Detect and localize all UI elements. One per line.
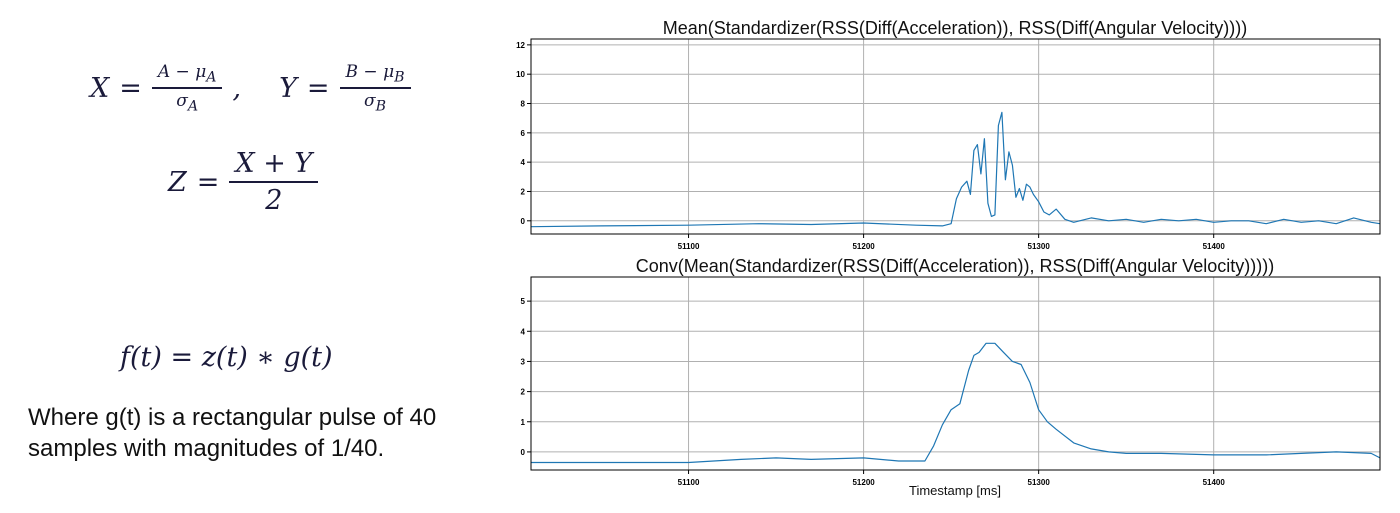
y-fraction: B − μB σB xyxy=(339,62,411,115)
chart-1-ytick-label-4: 8 xyxy=(521,100,526,109)
y-denominator: σB xyxy=(364,91,387,115)
x-fraction: A − μA σA xyxy=(151,62,223,115)
chart-2-ytick-label-0: 0 xyxy=(521,448,526,457)
chart-2-ytick-label-1: 1 xyxy=(521,418,526,427)
chart-2-xtick-label-2: 51300 xyxy=(1028,478,1051,487)
chart-1-ytick-label-6: 12 xyxy=(516,41,525,50)
chart-2-title: Conv(Mean(Standardizer(RSS(Diff(Accelera… xyxy=(635,256,1275,276)
chart-1-ytick-label-2: 4 xyxy=(521,158,526,167)
z-equation: Z = X + Y 2 xyxy=(168,148,319,216)
z-fraction: X + Y 2 xyxy=(229,148,319,216)
chart-2-ytick-label-2: 2 xyxy=(521,388,526,397)
z-denominator: 2 xyxy=(265,185,283,216)
chart-1-xtick-label-2: 51300 xyxy=(1028,242,1051,251)
chart-1-ytick-label-5: 10 xyxy=(516,70,525,79)
chart-1-ytick-label-0: 0 xyxy=(521,217,526,226)
x-lhs: X xyxy=(90,72,110,104)
chart-1-plot-frame xyxy=(530,38,1381,235)
chart-2-xlabel: Timestamp [ms] xyxy=(909,483,1001,498)
pulse-note: Where g(t) is a rectangular pulse of 40 … xyxy=(28,404,437,462)
chart-2-xtick-label-0: 51100 xyxy=(678,478,700,487)
chart-1-xtick-label-1: 51200 xyxy=(852,242,875,251)
z-lhs: Z xyxy=(168,166,187,198)
xy-equations: X = A − μA σA , Y = B − μB σB xyxy=(90,62,411,115)
equals-sign-2: = xyxy=(306,72,330,104)
comma: , xyxy=(232,72,242,104)
chart-1-ytick-label-1: 2 xyxy=(521,187,526,196)
chart-1-title: Mean(Standardizer(RSS(Diff(Acceleration)… xyxy=(662,18,1248,38)
chart-1-series-line xyxy=(530,111,1381,228)
chart-1-xtick-label-0: 51100 xyxy=(678,242,700,251)
chart-1-xtick-label-3: 51400 xyxy=(1203,242,1226,251)
chart-2-series-line xyxy=(531,342,1381,464)
chart-2-ytick-label-5: 5 xyxy=(521,297,526,306)
y-lhs: Y xyxy=(279,72,297,104)
z-numerator: X + Y xyxy=(229,148,319,183)
chart-2-ytick-label-4: 4 xyxy=(521,327,526,336)
y-numerator: B − μB xyxy=(339,62,411,90)
equals-sign: = xyxy=(119,72,142,104)
equals-sign-3: = xyxy=(196,166,220,198)
chart-2-xtick-label-3: 51400 xyxy=(1203,478,1226,487)
convolution-equation: f(t) = z(t) ∗ g(t) xyxy=(120,342,333,373)
chart-2-plot-frame xyxy=(530,276,1381,471)
chart-1-ytick-label-3: 6 xyxy=(521,129,526,138)
chart-2-xtick-label-1: 51200 xyxy=(852,478,875,487)
x-numerator: A − μA xyxy=(151,62,223,90)
x-denominator: σA xyxy=(176,91,199,115)
chart-2-ytick-label-3: 3 xyxy=(521,357,526,366)
